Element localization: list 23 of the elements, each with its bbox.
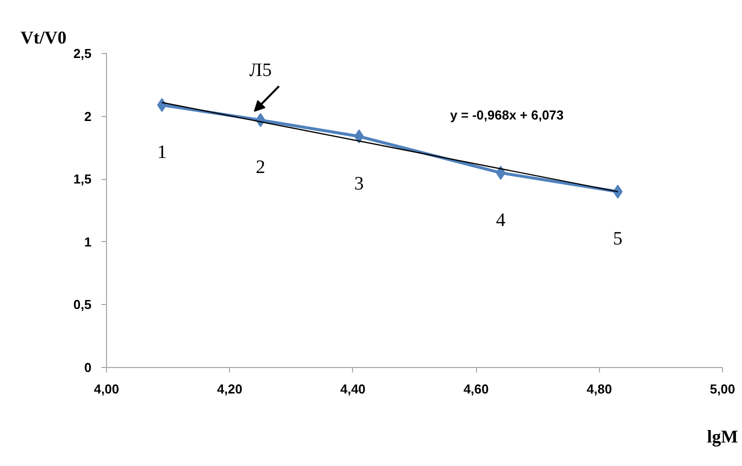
x-tick-label: 5,00 <box>710 382 736 396</box>
annotation: y = -0,968x + 6,073 <box>450 108 564 123</box>
annotation: 4 <box>496 210 506 231</box>
x-tick-label: 4,80 <box>586 382 612 396</box>
y-tick-label: 0,5 <box>73 297 92 312</box>
annotation: Л5 <box>249 60 272 82</box>
annotation: 2 <box>256 157 266 178</box>
y-tick-label: 1,5 <box>73 172 92 187</box>
y-tick-label: 1 <box>84 234 92 250</box>
annotation: 3 <box>354 173 364 194</box>
y-axis-title: Vt/V0 <box>20 28 66 48</box>
x-tick-label: 4,00 <box>94 382 120 396</box>
x-tick-label: 4,40 <box>340 382 366 396</box>
y-tick-label: 0 <box>84 360 92 375</box>
point <box>612 184 623 199</box>
x-axis-title: lgM <box>707 426 738 446</box>
annotation: 5 <box>613 228 623 250</box>
x-tick-label: 4,60 <box>463 382 489 396</box>
y-tick-label: 2 <box>84 108 92 124</box>
point <box>496 166 506 180</box>
y-tick-label: 2,5 <box>73 46 92 61</box>
x-tick-label: 4,20 <box>217 382 242 396</box>
annotation: 1 <box>157 142 167 163</box>
